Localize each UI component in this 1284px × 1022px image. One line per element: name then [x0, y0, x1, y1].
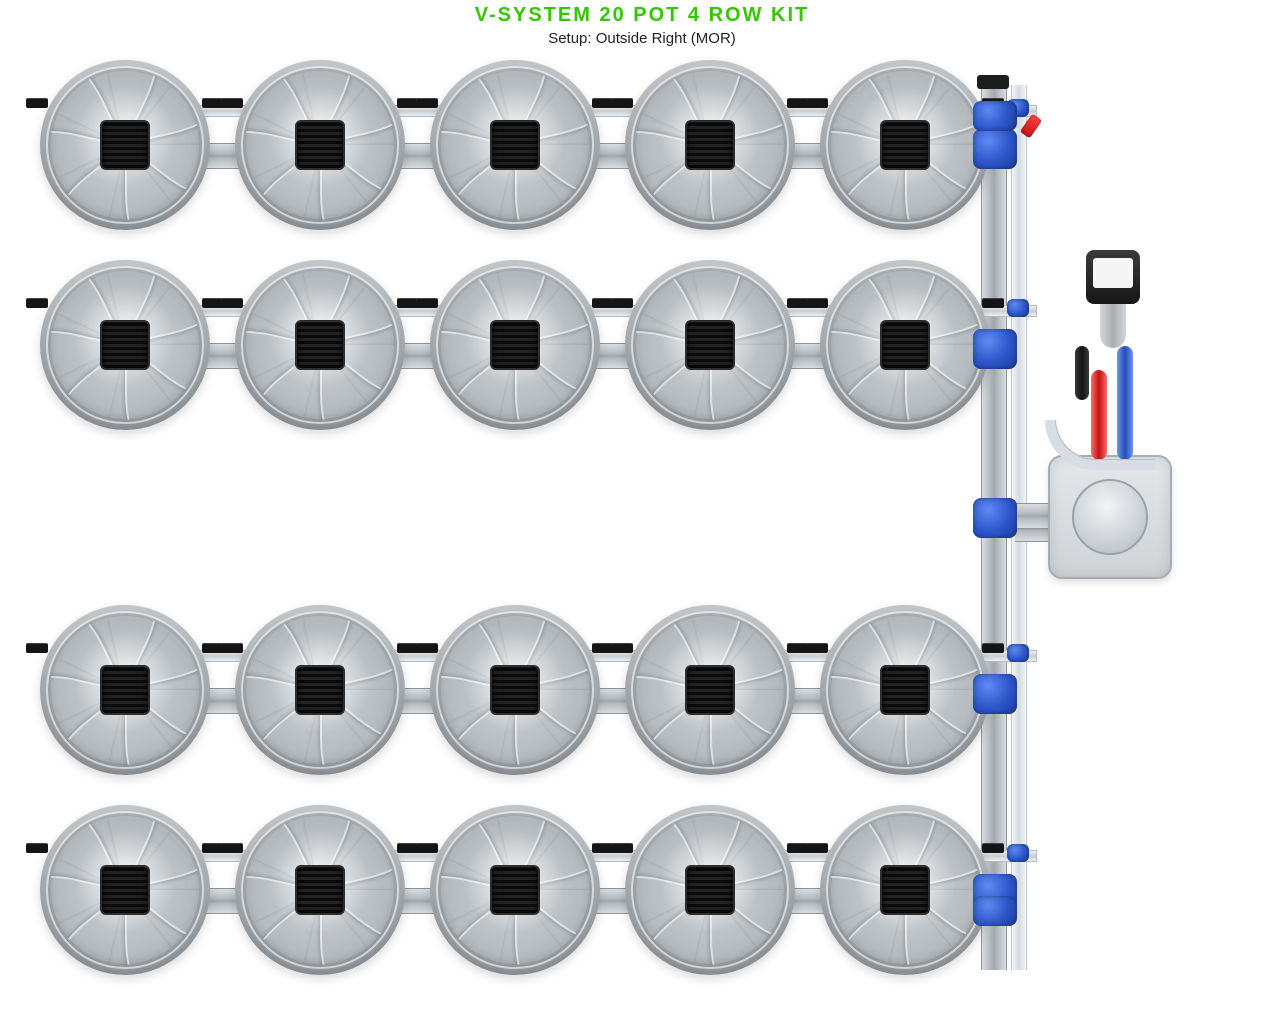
diagram-subtitle: Setup: Outside Right (MOR)	[0, 30, 1284, 47]
pot-r1-c3	[430, 60, 600, 230]
pot-r3-c3	[430, 605, 600, 775]
pump-controller	[1073, 250, 1153, 460]
tee-to-reservoir	[973, 498, 1017, 538]
pot-drain-grate	[685, 320, 735, 370]
feed-fitting-row-3	[1007, 644, 1029, 662]
pot-drain-grate	[295, 865, 345, 915]
pot-drain-grate	[100, 320, 150, 370]
pot-r2-c4	[625, 260, 795, 430]
pot-r1-c1	[40, 60, 210, 230]
pot-r3-c4	[625, 605, 795, 775]
diagram-title: V-SYSTEM 20 POT 4 ROW KIT	[0, 4, 1284, 27]
elbow-bottom	[973, 896, 1017, 926]
pot-drain-grate	[295, 320, 345, 370]
pot-r3-c2	[235, 605, 405, 775]
pot-r3-c5	[820, 605, 990, 775]
reservoir-lid	[1072, 479, 1148, 555]
pot-r4-c2	[235, 805, 405, 975]
pot-drain-grate	[295, 120, 345, 170]
pot-r1-c4	[625, 60, 795, 230]
pot-drain-grate	[685, 120, 735, 170]
pot-drain-grate	[685, 665, 735, 715]
pot-r2-c2	[235, 260, 405, 430]
pot-r4-c3	[430, 805, 600, 975]
pot-drain-grate	[100, 865, 150, 915]
feed-fitting-row-2	[1007, 299, 1029, 317]
pot-drain-grate	[685, 865, 735, 915]
pot-r2-c3	[430, 260, 600, 430]
tee-fitting-row-3	[973, 674, 1017, 714]
pot-drain-grate	[880, 865, 930, 915]
pot-r1-c2	[235, 60, 405, 230]
feed-fitting-row-4	[1007, 844, 1029, 862]
pot-drain-grate	[490, 320, 540, 370]
pot-drain-grate	[490, 120, 540, 170]
pot-drain-grate	[880, 120, 930, 170]
pot-r1-c5	[820, 60, 990, 230]
pot-drain-grate	[295, 665, 345, 715]
pot-drain-grate	[880, 320, 930, 370]
pipe-end-cap	[977, 75, 1009, 89]
pot-r3-c1	[40, 605, 210, 775]
tee-fitting-row-1	[973, 129, 1017, 169]
pot-r4-c1	[40, 805, 210, 975]
elbow-top	[973, 101, 1017, 131]
pot-r4-c4	[625, 805, 795, 975]
pot-drain-grate	[100, 120, 150, 170]
reservoir-tank	[1048, 455, 1172, 579]
pot-drain-grate	[100, 665, 150, 715]
reservoir-connector	[1015, 503, 1048, 529]
pot-drain-grate	[490, 865, 540, 915]
pot-r2-c5	[820, 260, 990, 430]
tee-fitting-row-2	[973, 329, 1017, 369]
pot-drain-grate	[880, 665, 930, 715]
pot-r4-c5	[820, 805, 990, 975]
pot-drain-grate	[490, 665, 540, 715]
pot-r2-c1	[40, 260, 210, 430]
